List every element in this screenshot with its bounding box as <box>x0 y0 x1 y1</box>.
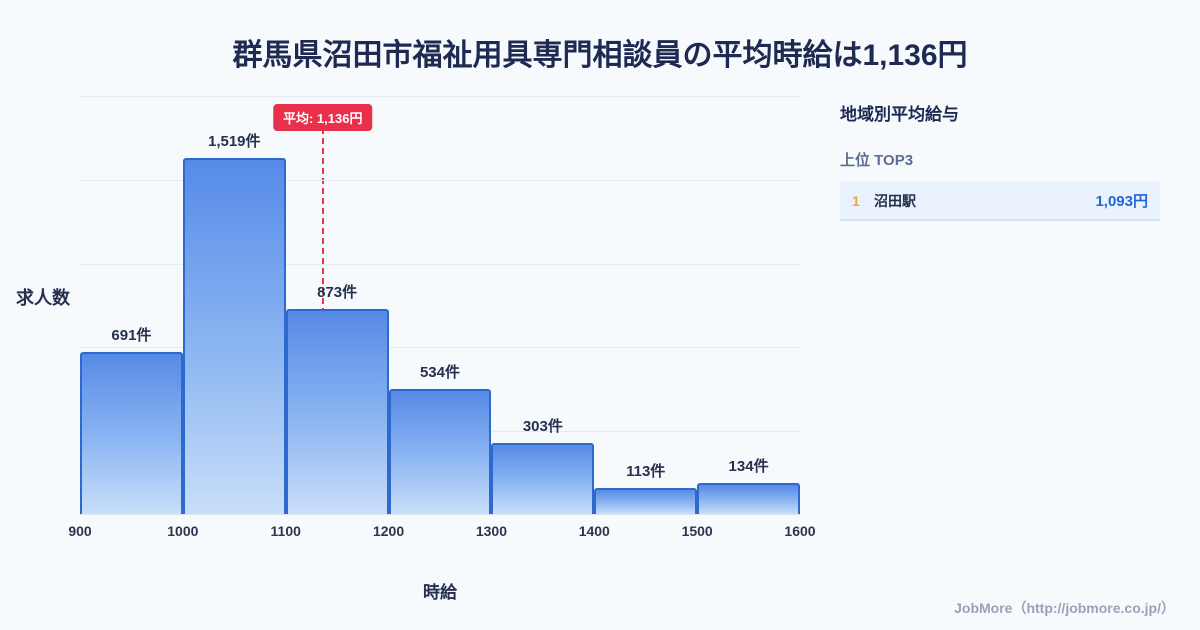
rank-number: 1 <box>852 192 860 209</box>
histogram-bar <box>182 158 286 514</box>
x-tick-label: 1300 <box>475 523 507 539</box>
x-tick-label: 900 <box>68 523 92 539</box>
x-tick-label: 1500 <box>681 523 713 539</box>
histogram-bar <box>594 487 698 514</box>
histogram-chart: 平均: 1,136円 691件 1,519件 873件 534件 303件 113件 134… <box>80 96 800 515</box>
station-name: 沼田駅 <box>874 192 916 209</box>
gridline <box>80 179 800 181</box>
bar-value-label: 534件 <box>419 363 460 381</box>
station-ranking-list: 1 沼田駅 1,093円 <box>840 182 1160 221</box>
page-title: 群馬県沼田市福祉用具専門相談員の平均時給は1,136円 <box>232 39 968 72</box>
x-tick-label: 1000 <box>167 523 199 539</box>
histogram-bar <box>285 309 389 514</box>
sidebar-heading: 地域別平均給与 <box>840 105 959 124</box>
bar-value-label: 303件 <box>522 418 563 435</box>
region-salary-sidebar: 地域別平均給与 上位 TOP3 1 沼田駅 1,093円 <box>840 100 1160 221</box>
x-tick-label: 1100 <box>270 523 301 539</box>
histogram-bar <box>80 352 183 514</box>
x-axis-ticks: 900 1000 1100 1200 1300 1400 1500 1600 <box>68 523 815 543</box>
gridline <box>80 263 800 265</box>
histogram-bar <box>491 443 595 514</box>
gridline <box>80 347 800 349</box>
sidebar-subheading: 上位 TOP3 <box>840 152 914 169</box>
bar-value-label: 873件 <box>317 284 358 302</box>
y-axis-label: 求人数 <box>16 288 70 308</box>
bar-value-label: 113件 <box>626 462 666 480</box>
ranking-row: 1 沼田駅 1,093円 <box>840 182 1160 221</box>
histogram-bar <box>697 482 800 514</box>
gridline <box>80 96 800 97</box>
x-tick-label: 1400 <box>578 523 610 539</box>
bar-value-label: 1,519件 <box>207 133 261 150</box>
footer-credit: JobMore（http://jobmore.co.jp/） <box>954 600 1175 616</box>
station-wage: 1,093円 <box>1095 193 1148 210</box>
x-tick-label: 1200 <box>372 523 405 539</box>
x-axis-label: 時給 <box>423 583 457 602</box>
bar-value-label: 134件 <box>728 457 769 475</box>
average-badge: 平均: 1,136円 <box>272 104 373 131</box>
x-tick-label: 1600 <box>784 523 816 539</box>
histogram-bar <box>388 388 492 514</box>
bar-value-label: 691件 <box>111 327 152 345</box>
